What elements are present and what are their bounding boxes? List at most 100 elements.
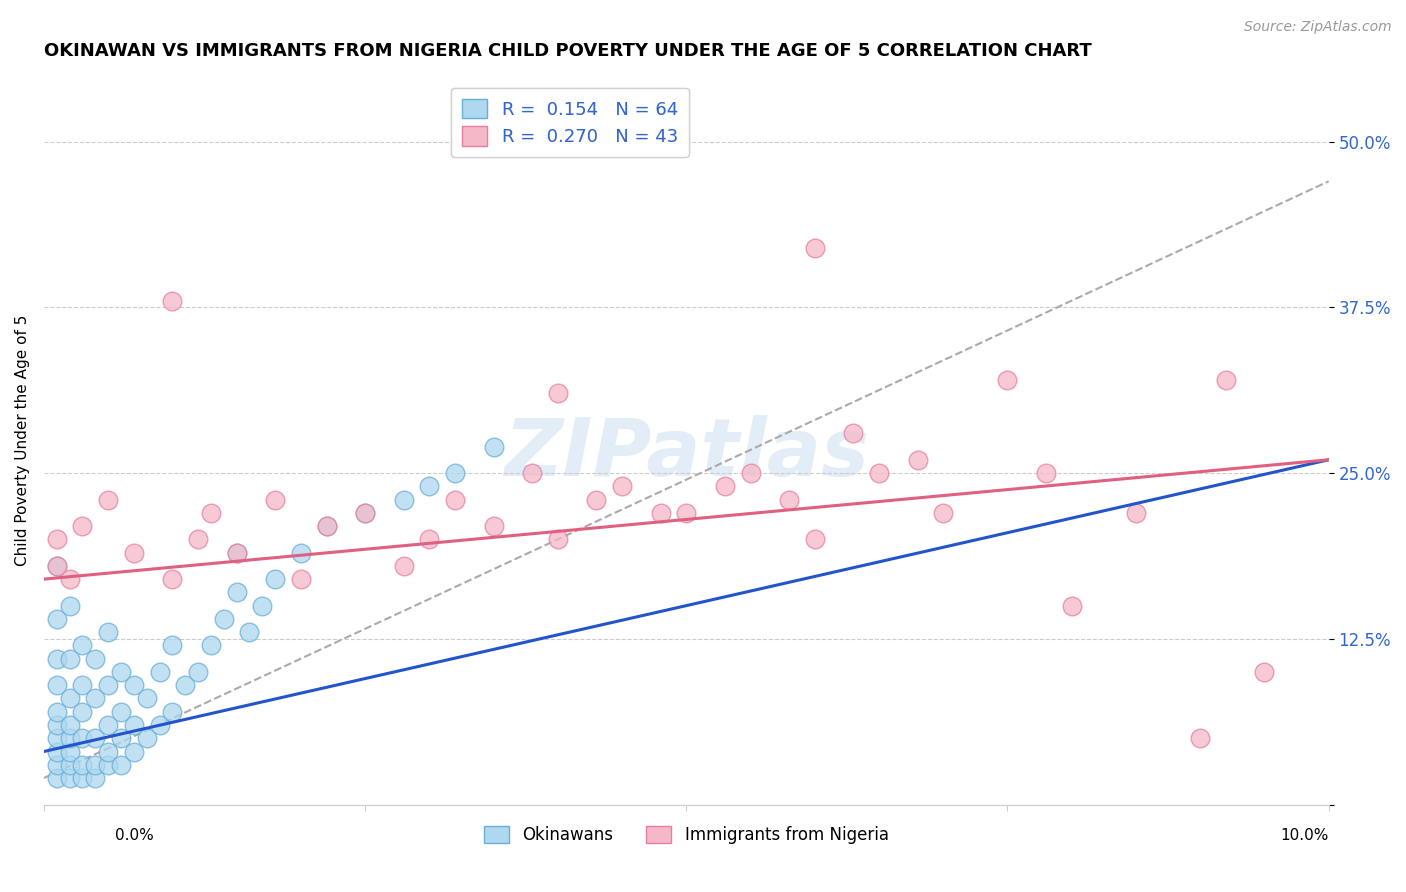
Point xyxy=(675,506,697,520)
Point xyxy=(45,771,67,785)
Point xyxy=(290,545,312,559)
Point xyxy=(58,599,80,613)
Point xyxy=(58,731,80,746)
Point xyxy=(187,533,209,547)
Point xyxy=(803,533,825,547)
Point xyxy=(72,771,94,785)
Point xyxy=(110,731,132,746)
Point xyxy=(162,639,184,653)
Point xyxy=(58,757,80,772)
Point xyxy=(58,572,80,586)
Point xyxy=(174,678,197,692)
Point xyxy=(868,466,890,480)
Point xyxy=(148,665,170,679)
Point xyxy=(110,705,132,719)
Point xyxy=(72,705,94,719)
Point xyxy=(45,705,67,719)
Point xyxy=(58,771,80,785)
Point xyxy=(200,506,222,520)
Point xyxy=(1125,506,1147,520)
Point xyxy=(72,519,94,533)
Point xyxy=(520,466,543,480)
Point xyxy=(444,492,467,507)
Point xyxy=(290,572,312,586)
Point xyxy=(187,665,209,679)
Point xyxy=(45,718,67,732)
Point xyxy=(714,479,737,493)
Text: 10.0%: 10.0% xyxy=(1281,829,1329,843)
Point xyxy=(482,519,505,533)
Point xyxy=(45,731,67,746)
Point xyxy=(200,639,222,653)
Point xyxy=(315,519,337,533)
Point xyxy=(110,757,132,772)
Point xyxy=(45,678,67,692)
Point xyxy=(122,678,145,692)
Point xyxy=(122,545,145,559)
Point xyxy=(97,718,120,732)
Point xyxy=(1060,599,1083,613)
Point xyxy=(1035,466,1057,480)
Point xyxy=(264,572,287,586)
Point xyxy=(162,705,184,719)
Point xyxy=(45,744,67,758)
Point xyxy=(932,506,955,520)
Text: 0.0%: 0.0% xyxy=(115,829,155,843)
Legend: R =  0.154   N = 64, R =  0.270   N = 43: R = 0.154 N = 64, R = 0.270 N = 43 xyxy=(451,88,689,156)
Text: Source: ZipAtlas.com: Source: ZipAtlas.com xyxy=(1244,20,1392,34)
Point xyxy=(842,426,865,441)
Point xyxy=(997,373,1019,387)
Point xyxy=(238,625,260,640)
Point xyxy=(97,625,120,640)
Point xyxy=(803,241,825,255)
Point xyxy=(315,519,337,533)
Point xyxy=(392,492,415,507)
Point xyxy=(45,612,67,626)
Point xyxy=(97,757,120,772)
Point xyxy=(418,533,440,547)
Point xyxy=(650,506,672,520)
Point xyxy=(1215,373,1237,387)
Point xyxy=(482,440,505,454)
Point xyxy=(212,612,235,626)
Point xyxy=(97,678,120,692)
Point xyxy=(84,651,107,665)
Point xyxy=(392,558,415,573)
Point xyxy=(264,492,287,507)
Point xyxy=(45,558,67,573)
Point xyxy=(45,533,67,547)
Point xyxy=(252,599,274,613)
Text: OKINAWAN VS IMMIGRANTS FROM NIGERIA CHILD POVERTY UNDER THE AGE OF 5 CORRELATION: OKINAWAN VS IMMIGRANTS FROM NIGERIA CHIL… xyxy=(44,42,1091,60)
Point xyxy=(45,558,67,573)
Text: ZIPatlas: ZIPatlas xyxy=(503,416,869,493)
Point xyxy=(225,545,247,559)
Point xyxy=(45,651,67,665)
Point xyxy=(162,293,184,308)
Point xyxy=(907,452,929,467)
Point xyxy=(225,585,247,599)
Point xyxy=(610,479,633,493)
Point xyxy=(547,533,569,547)
Point xyxy=(148,718,170,732)
Point xyxy=(162,572,184,586)
Point xyxy=(135,731,157,746)
Point xyxy=(97,492,120,507)
Point xyxy=(1253,665,1275,679)
Point xyxy=(740,466,762,480)
Point xyxy=(84,771,107,785)
Point xyxy=(58,651,80,665)
Point xyxy=(84,731,107,746)
Point xyxy=(418,479,440,493)
Point xyxy=(84,691,107,706)
Y-axis label: Child Poverty Under the Age of 5: Child Poverty Under the Age of 5 xyxy=(15,314,30,566)
Point xyxy=(97,744,120,758)
Point xyxy=(122,744,145,758)
Point xyxy=(778,492,800,507)
Point xyxy=(58,691,80,706)
Point xyxy=(84,757,107,772)
Point xyxy=(58,718,80,732)
Point xyxy=(135,691,157,706)
Point xyxy=(72,678,94,692)
Point xyxy=(547,386,569,401)
Point xyxy=(72,757,94,772)
